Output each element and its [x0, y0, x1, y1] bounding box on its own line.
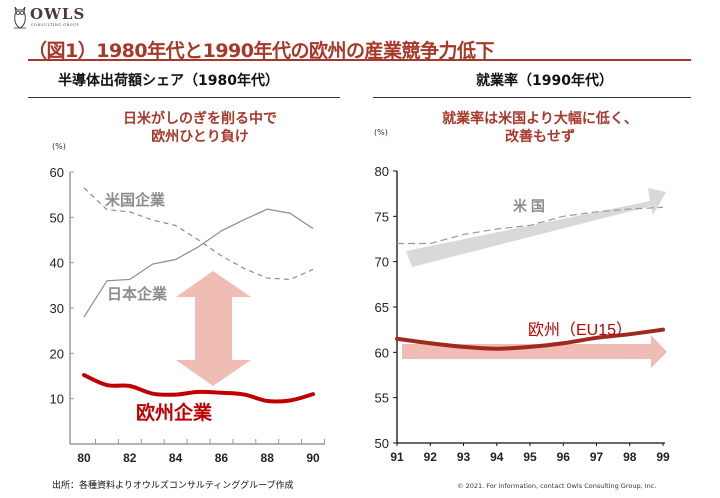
left-x-tick-label: 80	[77, 451, 91, 465]
right-y-tick-label: 55	[375, 391, 389, 406]
right-y-tick-label: 50	[375, 436, 389, 451]
label-us-firms: 米国企業	[105, 191, 166, 209]
title-underline	[28, 59, 691, 61]
right-title-rule	[373, 97, 691, 98]
left-x-tick-label: 88	[261, 451, 275, 465]
owl-logo-icon	[14, 6, 26, 29]
right-y-tick-label: 65	[375, 300, 389, 315]
series-line-europe-firms	[82, 373, 315, 404]
us-trend-arrow	[406, 188, 666, 267]
series-line-us-firms	[83, 187, 314, 281]
copyright-note: © 2021. For information, contact Owls Co…	[457, 482, 657, 490]
right-y-tick-label: 80	[375, 164, 389, 179]
left-y-unit: (%)	[52, 142, 66, 151]
series-line-us	[397, 206, 664, 245]
right-x-tick-label: 91	[390, 450, 404, 464]
label-europe: 欧州（EU15）	[528, 321, 632, 339]
right-headline-line-1: 就業率は米国より大幅に低く、	[442, 111, 638, 127]
label-us: 米 国	[513, 198, 545, 214]
left-title-rule	[28, 97, 340, 98]
right-x-tick-label: 97	[590, 450, 604, 464]
left-y-tick-label: 60	[50, 165, 64, 180]
right-y-tick-label: 70	[375, 255, 389, 270]
right-x-tick-label: 94	[490, 450, 504, 464]
left-y-tick-label: 50	[50, 210, 64, 225]
right-y-tick-label: 75	[375, 209, 389, 224]
left-headline: 日米がしのぎを削る中で 欧州ひとり負け	[100, 110, 300, 146]
right-chart-title: 就業率（1990年代）	[476, 73, 613, 89]
left-x-tick-label: 82	[123, 451, 137, 465]
label-japan-firms: 日本企業	[107, 285, 168, 303]
brand-tagline: CONSULTING GROUP	[31, 23, 80, 27]
gap-double-arrow	[176, 271, 251, 386]
left-chart-title: 半導体出荷額シェア（1980年代）	[58, 73, 279, 89]
right-headline: 就業率は米国より大幅に低く、 改善もせず	[400, 110, 680, 146]
right-x-tick-label: 98	[623, 450, 637, 464]
source-note: 出所：各種資料よりオウルズコンサルティンググループ作成	[52, 481, 294, 491]
right-headline-line-2: 改善もせず	[505, 129, 575, 145]
left-y-tick-label: 40	[50, 256, 64, 271]
right-x-tick-label: 93	[457, 450, 471, 464]
label-europe-firms: 欧州企業	[136, 401, 213, 424]
series-line-europe	[395, 327, 665, 351]
right-x-tick-label: 96	[557, 450, 571, 464]
left-y-tick-label: 10	[50, 392, 64, 407]
left-x-tick-label: 84	[169, 451, 183, 465]
right-x-tick-label: 99	[656, 450, 670, 464]
left-headline-line-2: 欧州ひとり負け	[151, 129, 249, 145]
right-y-unit: (%)	[374, 128, 388, 137]
right-x-tick-label: 92	[424, 450, 438, 464]
brand-name: OWLS	[30, 5, 86, 23]
left-y-tick-label: 30	[50, 301, 64, 316]
series-line-japan-firms	[83, 208, 314, 318]
left-headline-line-1: 日米がしのぎを削る中で	[123, 111, 277, 127]
right-y-tick-label: 60	[375, 345, 389, 360]
brand-logo	[12, 4, 122, 32]
page-title: （図1）1980年代と1990年代の欧州の産業競争力低下	[28, 40, 494, 62]
left-x-tick-label: 90	[306, 451, 320, 465]
left-y-tick-label: 20	[50, 346, 64, 361]
right-x-tick-label: 95	[523, 450, 537, 464]
europe-trend-arrow	[402, 335, 667, 368]
left-x-tick-label: 86	[215, 451, 229, 465]
